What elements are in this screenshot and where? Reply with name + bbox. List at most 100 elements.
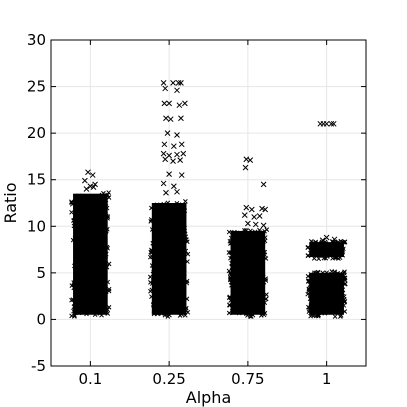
dense-cluster-0.25 <box>155 249 161 255</box>
dense-cluster-0.25 <box>150 302 156 308</box>
dense-cluster-0.1 <box>91 270 97 276</box>
dense-cluster-0.1 <box>80 246 86 252</box>
dense-cluster-0.75 <box>260 303 265 308</box>
dense-cluster-0.25 <box>183 307 189 313</box>
dense-cluster-0.75 <box>249 288 254 294</box>
dense-cluster-0.1 <box>87 310 93 315</box>
dense-cluster-0.1 <box>69 297 74 303</box>
outlier-point <box>243 204 250 211</box>
dense-cluster-0.75 <box>242 255 248 260</box>
outlier-point <box>175 79 182 86</box>
dense-cluster-0.75 <box>234 244 240 249</box>
dense-cluster-1 <box>313 306 319 312</box>
dense-cluster-0.75 <box>227 302 232 308</box>
dense-cluster-0.1 <box>75 299 81 305</box>
outlier-point <box>331 236 338 243</box>
dense-cluster-0.25 <box>168 219 174 225</box>
dense-cluster-0.25 <box>163 225 168 231</box>
dense-cluster-0.25 <box>152 288 158 294</box>
dense-cluster-0.1 <box>96 200 102 206</box>
dense-band-1 <box>331 248 336 254</box>
dense-cluster-0.1 <box>84 200 90 206</box>
dense-cluster-0.75 <box>232 262 238 267</box>
dense-cluster-0.75 <box>227 270 233 276</box>
outlier-point <box>178 141 185 148</box>
dense-cluster-1 <box>332 314 338 319</box>
dense-cluster-0.25 <box>153 255 159 261</box>
dense-cluster-0.75 <box>238 275 243 280</box>
dense-cluster-0.1 <box>97 269 103 274</box>
dense-cluster-0.25 <box>164 250 170 256</box>
dense-cluster-0.1 <box>78 286 84 292</box>
dense-cluster-0.75 <box>230 267 236 273</box>
dense-cluster-0.1 <box>103 251 109 257</box>
dense-cluster-0.75 <box>257 298 263 304</box>
dense-cluster-1 <box>315 313 321 319</box>
outlier-point <box>160 79 167 86</box>
dense-cluster-0.25 <box>147 254 153 260</box>
dense-cluster-0.75 <box>247 262 253 267</box>
dense-cluster-0.1 <box>99 312 104 318</box>
dense-cluster-0.75 <box>259 309 265 315</box>
dense-cluster-0.75 <box>260 254 266 259</box>
dense-cluster-0.1 <box>87 244 93 250</box>
dense-cluster-0.75 <box>253 294 259 299</box>
dense-cluster-0.25 <box>162 310 167 316</box>
outlier-point <box>161 100 168 107</box>
dense-cluster-0.75 <box>243 227 249 233</box>
dense-band-1 <box>310 240 316 245</box>
dense-cluster-0.25 <box>163 241 168 247</box>
dense-cluster-0.75 <box>243 282 249 288</box>
dense-cluster-0.25 <box>161 238 167 244</box>
dense-cluster-0.25 <box>151 301 156 307</box>
outlier-point <box>245 220 251 227</box>
dense-cluster-0.75 <box>245 248 251 253</box>
dense-cluster-0.1 <box>72 235 78 241</box>
plot-frame <box>50 39 367 367</box>
dense-cluster-0.25 <box>178 219 183 225</box>
dense-cluster-1 <box>331 299 337 305</box>
dense-cluster-0.25 <box>182 312 188 318</box>
outlier-point <box>323 234 330 241</box>
outlier-point <box>178 79 184 86</box>
outlier-point <box>87 183 94 190</box>
dense-cluster-0.75 <box>264 292 269 297</box>
dense-cluster-0.25 <box>172 302 178 308</box>
dense-cluster-0.75 <box>239 286 245 292</box>
dense-cluster-0.25 <box>182 271 187 276</box>
dense-cluster-0.1 <box>87 285 93 291</box>
dense-cluster-0.25 <box>176 249 182 255</box>
y-tick-label: 15 <box>27 171 46 189</box>
dense-cluster-1 <box>322 299 327 305</box>
dense-cluster-0.25 <box>161 201 167 207</box>
dense-cluster-0.1 <box>102 264 108 270</box>
dense-cluster-0.1 <box>86 240 92 245</box>
dense-cluster-0.1 <box>99 301 105 306</box>
dense-cluster-0.25 <box>185 259 190 264</box>
outlier-point <box>260 222 267 229</box>
dense-cluster-0.25 <box>181 249 187 255</box>
dense-cluster-0.75 <box>260 274 266 280</box>
outlier-point <box>247 157 254 164</box>
dense-cluster-0.1 <box>76 234 82 240</box>
dense-cluster-0.25 <box>162 299 168 305</box>
dense-cluster-0.1 <box>91 217 97 222</box>
dense-cluster-1 <box>332 269 338 275</box>
dense-band-1 <box>337 246 342 252</box>
dense-cluster-0.25 <box>162 266 168 271</box>
y-tick-label: 30 <box>27 31 46 49</box>
dense-cluster-0.1 <box>106 261 112 267</box>
dense-cluster-0.1 <box>97 279 103 285</box>
dense-cluster-1 <box>322 279 328 284</box>
dense-cluster-0.75 <box>232 249 238 255</box>
dense-cluster-0.25 <box>165 200 171 206</box>
outlier-point <box>178 115 184 122</box>
dense-cluster-0.1 <box>95 307 101 313</box>
dense-cluster-0.1 <box>99 240 105 246</box>
dense-cluster-1 <box>329 287 335 293</box>
dense-band-1 <box>311 248 317 254</box>
dense-cluster-0.25 <box>164 299 170 304</box>
dense-cluster-0.75 <box>240 243 245 248</box>
y-tick-label: 5 <box>36 264 46 282</box>
